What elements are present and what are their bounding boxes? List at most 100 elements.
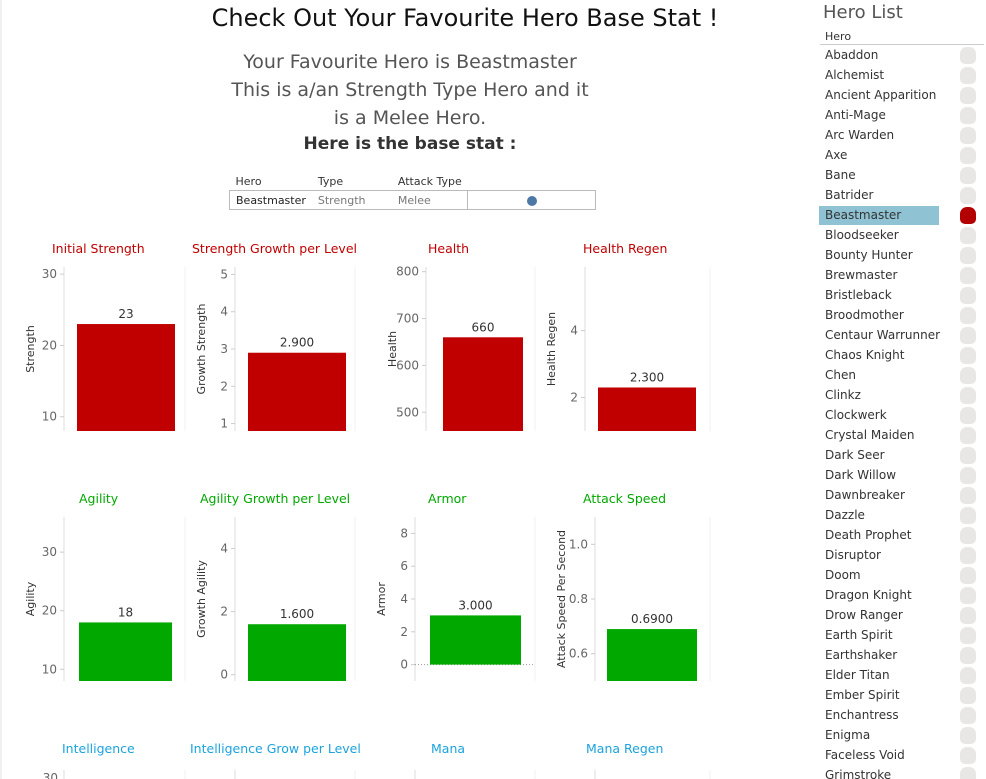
tick-label: 30 xyxy=(43,771,58,779)
hero-name: Batrider xyxy=(825,188,874,202)
hero-portrait-icon xyxy=(960,307,976,324)
hero-name: Arc Warden xyxy=(825,128,895,142)
hero-portrait-icon xyxy=(960,547,976,564)
hero-portrait-icon xyxy=(960,207,976,224)
hero-list-item[interactable]: Clinkz xyxy=(818,386,986,406)
tick-label: 6 xyxy=(400,559,408,573)
bar-initial-strength[interactable] xyxy=(77,324,175,431)
hero-list-item[interactable]: Ancient Apparition xyxy=(818,86,986,106)
hero-list-item[interactable]: Chaos Knight xyxy=(818,346,986,366)
hero-portrait-icon xyxy=(960,87,976,104)
data-label: 3.000 xyxy=(458,598,492,612)
bar-health-regen[interactable] xyxy=(598,387,696,431)
hero-portrait-icon xyxy=(960,607,976,624)
hero-list-item[interactable]: Dark Seer xyxy=(818,446,986,466)
hero-list-item[interactable]: Abaddon xyxy=(818,46,986,66)
hero-portrait-icon xyxy=(960,587,976,604)
hero-list-item[interactable]: Enchantress xyxy=(818,706,986,726)
hero-list-item[interactable]: Enigma xyxy=(818,726,986,746)
hero-list-item[interactable]: Death Prophet xyxy=(818,526,986,546)
bar-health[interactable] xyxy=(443,337,523,431)
hero-column-header[interactable]: Hero xyxy=(825,30,852,43)
bar-attack-speed[interactable] xyxy=(607,629,697,681)
hero-list-item[interactable]: Arc Warden xyxy=(818,126,986,146)
y-axis-label: Agility xyxy=(24,581,37,616)
hero-list-item[interactable]: Batrider xyxy=(818,186,986,206)
hero-list-item[interactable]: Bloodseeker xyxy=(818,226,986,246)
hero-name: Earthshaker xyxy=(825,648,898,662)
hero-list-item[interactable]: Earthshaker xyxy=(818,646,986,666)
cell-attack-type[interactable]: Melee xyxy=(391,190,468,210)
chart-health: 500 600 700 800 Health 660 xyxy=(386,265,536,431)
hero-name: Beastmaster xyxy=(825,208,902,222)
hero-portrait-icon xyxy=(960,567,976,584)
hero-name: Bounty Hunter xyxy=(825,248,913,262)
hero-list-item[interactable]: Disruptor xyxy=(818,546,986,566)
chart-title-attack-speed: Attack Speed xyxy=(583,491,667,506)
hero-portrait-icon xyxy=(960,687,976,704)
chart-health-regen: 2 4 Health Regen 2.300 xyxy=(545,267,711,431)
header-type: Type xyxy=(317,174,344,188)
hero-list-item[interactable]: Doom xyxy=(818,566,986,586)
hero-list-item[interactable]: Faceless Void xyxy=(818,746,986,766)
hero-portrait-icon xyxy=(960,627,976,644)
hero-name: Disruptor xyxy=(825,548,881,562)
chart-mana-regen xyxy=(594,770,711,779)
hero-list-item[interactable]: Broodmother xyxy=(818,306,986,326)
hero-list-item[interactable]: Centaur Warrunner xyxy=(818,326,986,346)
bar-strength-growth-per-level[interactable] xyxy=(248,352,346,431)
chart-strength-growth-per-level: 1 2 3 4 5 Growth Strength 2.900 xyxy=(195,267,356,431)
hero-list-item[interactable]: Dawnbreaker xyxy=(818,486,986,506)
hero-list-item[interactable]: Dark Willow xyxy=(818,466,986,486)
bar-agility-growth-per-level[interactable] xyxy=(248,624,346,681)
chart-intelligence: 30 xyxy=(43,770,186,779)
hero-name: Alchemist xyxy=(825,68,885,82)
hero-portrait-icon xyxy=(960,447,976,464)
hero-list-panel: Hero List Hero Abaddon Alchemist Ancient A… xyxy=(818,0,986,779)
cell-marker[interactable] xyxy=(467,190,597,210)
chart-title-mana: Mana xyxy=(431,741,466,756)
hero-list-item[interactable]: Axe xyxy=(818,146,986,166)
hero-name: Bloodseeker xyxy=(825,228,899,242)
tick-label: 0.6 xyxy=(569,647,588,661)
hero-portrait-icon xyxy=(960,127,976,144)
hero-list-item[interactable]: Bane xyxy=(818,166,986,186)
cell-type[interactable]: Strength xyxy=(311,190,392,210)
hero-list-item[interactable]: Dazzle xyxy=(818,506,986,526)
hero-list-item[interactable]: Earth Spirit xyxy=(818,626,986,646)
hero-portrait-icon xyxy=(960,107,976,124)
chart-armor: 0 2 4 6 8 Armor 3.000 xyxy=(375,517,536,681)
hero-portrait-icon xyxy=(960,147,976,164)
hero-list-item[interactable]: Ember Spirit xyxy=(818,686,986,706)
intro-line-hero: Your Favourite Hero is Beastmaster xyxy=(243,51,577,73)
tick-label: 10 xyxy=(42,410,57,424)
hero-list-item[interactable]: Brewmaster xyxy=(818,266,986,286)
hero-list-item[interactable]: Alchemist xyxy=(818,66,986,86)
data-label: 660 xyxy=(472,320,495,334)
hero-list-item[interactable]: Clockwerk xyxy=(818,406,986,426)
hero-list-item[interactable]: Drow Ranger xyxy=(818,606,986,626)
hero-list-item[interactable]: Bristleback xyxy=(818,286,986,306)
cell-hero[interactable]: Beastmaster xyxy=(228,190,312,210)
hero-list-item[interactable]: Anti-Mage xyxy=(818,106,986,126)
hero-name: Enigma xyxy=(825,728,871,742)
hero-portrait-icon xyxy=(960,227,976,244)
hero-name: Drow Ranger xyxy=(825,608,903,622)
hero-list-item[interactable]: Crystal Maiden xyxy=(818,426,986,446)
hero-name: Grimstroke xyxy=(825,768,892,779)
hero-list-item[interactable]: Bounty Hunter xyxy=(818,246,986,266)
hero-list-item[interactable]: Beastmaster xyxy=(818,206,986,226)
bar-agility[interactable] xyxy=(79,622,172,681)
hero-list-item[interactable]: Dragon Knight xyxy=(818,586,986,606)
tick-label: 0.8 xyxy=(569,592,588,606)
hero-portrait-icon xyxy=(960,647,976,664)
bar-armor[interactable] xyxy=(430,615,521,665)
tick-label: 3 xyxy=(220,342,228,356)
hero-list-item[interactable]: Chen xyxy=(818,366,986,386)
chart-agility: 10 20 30 Agility 18 xyxy=(24,517,186,681)
hero-list-item[interactable]: Elder Titan xyxy=(818,666,986,686)
data-label: 18 xyxy=(118,605,133,619)
hero-portrait-icon xyxy=(960,527,976,544)
hero-list-item[interactable]: Grimstroke xyxy=(818,766,986,779)
hero-name: Clockwerk xyxy=(825,408,887,422)
